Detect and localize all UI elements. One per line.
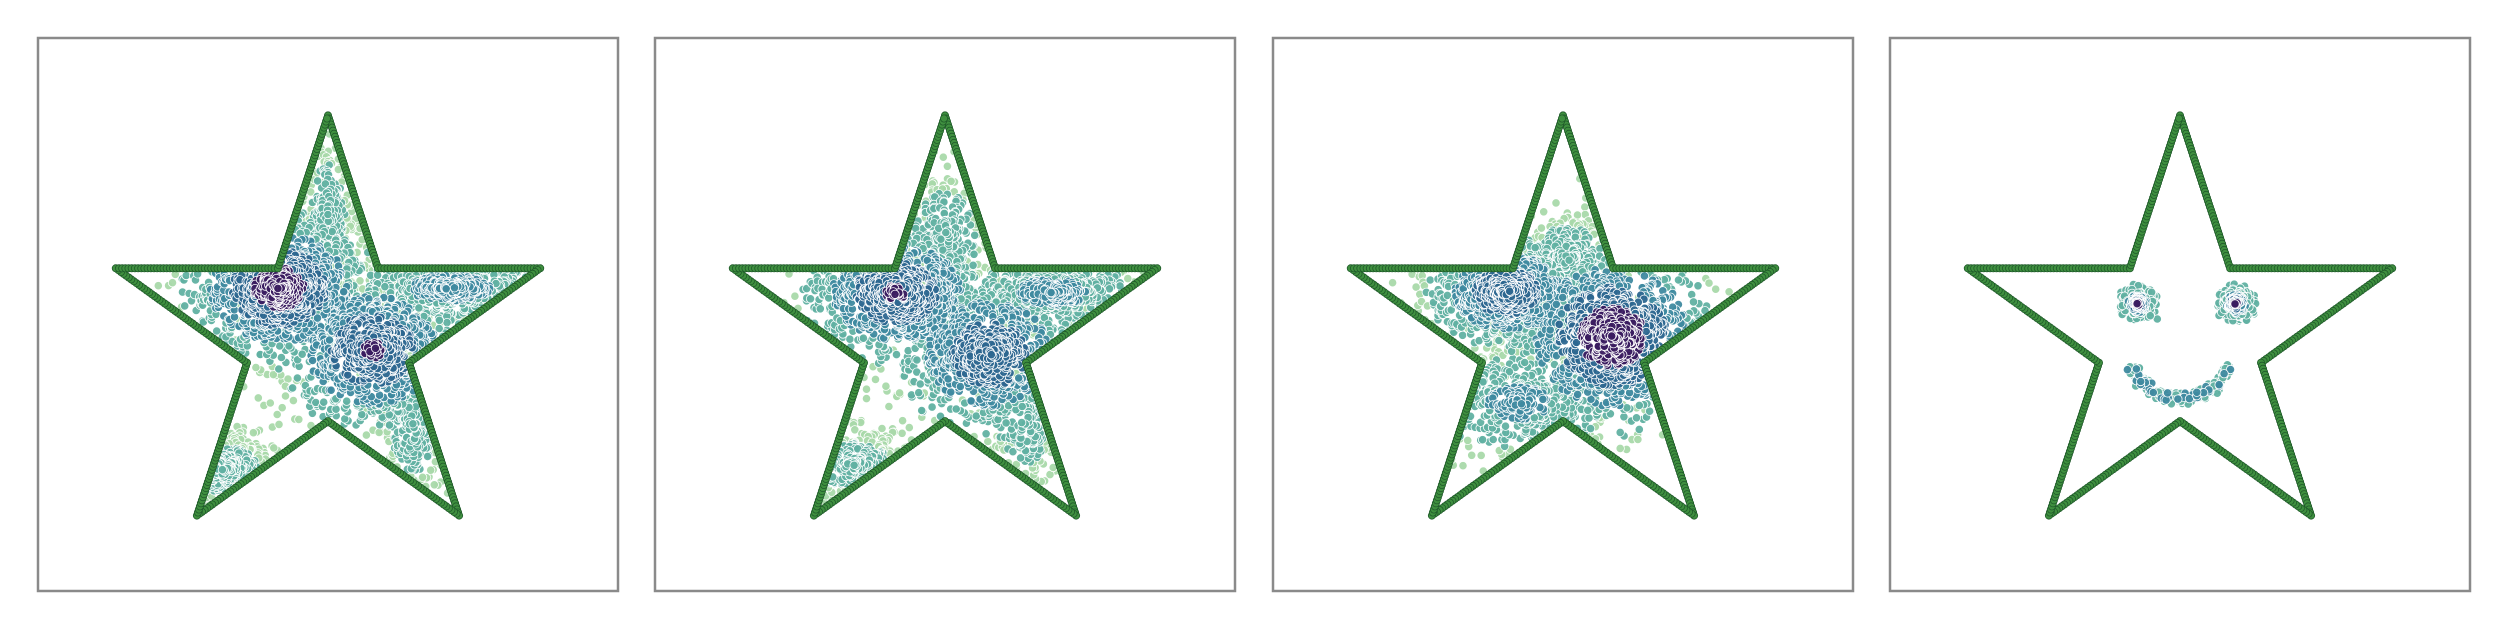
sample-point — [408, 419, 418, 429]
sample-point — [927, 402, 937, 412]
sample-point — [277, 403, 287, 413]
panel-2 — [653, 36, 1237, 593]
sample-point — [273, 283, 283, 293]
sample-point — [912, 355, 922, 365]
sample-point — [269, 443, 279, 453]
sample-point — [870, 374, 881, 384]
sample-point — [845, 334, 855, 344]
sample-point — [374, 427, 384, 437]
sample-point — [1001, 418, 1011, 428]
sample-point — [153, 281, 163, 291]
sample-point — [891, 349, 902, 360]
sample-point — [970, 230, 980, 240]
sample-point — [894, 388, 905, 398]
sample-point — [858, 333, 869, 343]
sample-point — [434, 315, 444, 325]
sample-point — [287, 383, 298, 393]
boundary-point — [322, 114, 331, 123]
sample-point — [361, 430, 371, 440]
sample-point — [274, 364, 284, 374]
sample-point — [294, 414, 304, 424]
sample-point — [323, 209, 333, 220]
sample-point — [969, 249, 979, 259]
sample-point — [422, 451, 433, 461]
sample-point — [790, 291, 800, 301]
sample-point — [167, 278, 178, 288]
sample-point — [426, 465, 436, 475]
sample-point — [884, 401, 894, 412]
sample-point — [1123, 273, 1133, 284]
sample-point — [441, 284, 451, 294]
sample-point — [951, 404, 961, 414]
sample-point — [938, 152, 948, 162]
sample-point — [417, 472, 428, 482]
sample-point — [251, 362, 261, 373]
sample-point — [429, 480, 439, 490]
sample-point — [326, 385, 336, 395]
sample-point — [941, 228, 951, 238]
sample-point — [292, 373, 302, 383]
sample-point — [849, 460, 859, 470]
sample-point — [861, 393, 872, 404]
sample-point — [915, 379, 925, 389]
sample-point — [288, 395, 298, 406]
sample-point — [280, 391, 291, 401]
panels-container — [36, 36, 2472, 593]
sample-point — [370, 343, 381, 353]
sample-point — [897, 416, 908, 426]
sample-point — [331, 404, 341, 414]
sample-point — [815, 304, 825, 314]
sample-point — [897, 428, 907, 438]
sample-point — [805, 294, 816, 304]
sample-point — [253, 393, 263, 403]
sample-point — [265, 398, 275, 408]
sample-point — [180, 301, 190, 311]
sample-point — [904, 422, 914, 433]
sample-point — [274, 419, 284, 429]
sample-point — [442, 317, 452, 328]
sample-point — [217, 465, 227, 475]
sample-point — [1017, 417, 1027, 428]
sample-point — [339, 287, 349, 297]
sample-point — [946, 176, 956, 186]
sample-point — [981, 429, 991, 439]
sample-point — [449, 283, 460, 293]
sample-point — [272, 409, 282, 420]
sample-point — [917, 405, 927, 416]
sample-point — [942, 161, 953, 171]
sample-point — [357, 409, 367, 420]
sample-point — [297, 349, 307, 359]
sample-point — [319, 397, 329, 407]
sample-point — [414, 303, 424, 313]
sample-point — [248, 428, 258, 438]
sample-point — [914, 388, 924, 398]
sample-point — [342, 396, 352, 406]
sample-point — [824, 293, 834, 303]
sample-point — [881, 381, 891, 391]
sample-point — [355, 276, 365, 286]
sample-point — [861, 384, 872, 394]
sample-point — [307, 355, 318, 366]
sample-point — [324, 335, 335, 345]
panel-1 — [36, 36, 620, 593]
sample-point — [312, 176, 323, 186]
sample-point — [983, 436, 993, 447]
sample-point — [968, 260, 978, 270]
